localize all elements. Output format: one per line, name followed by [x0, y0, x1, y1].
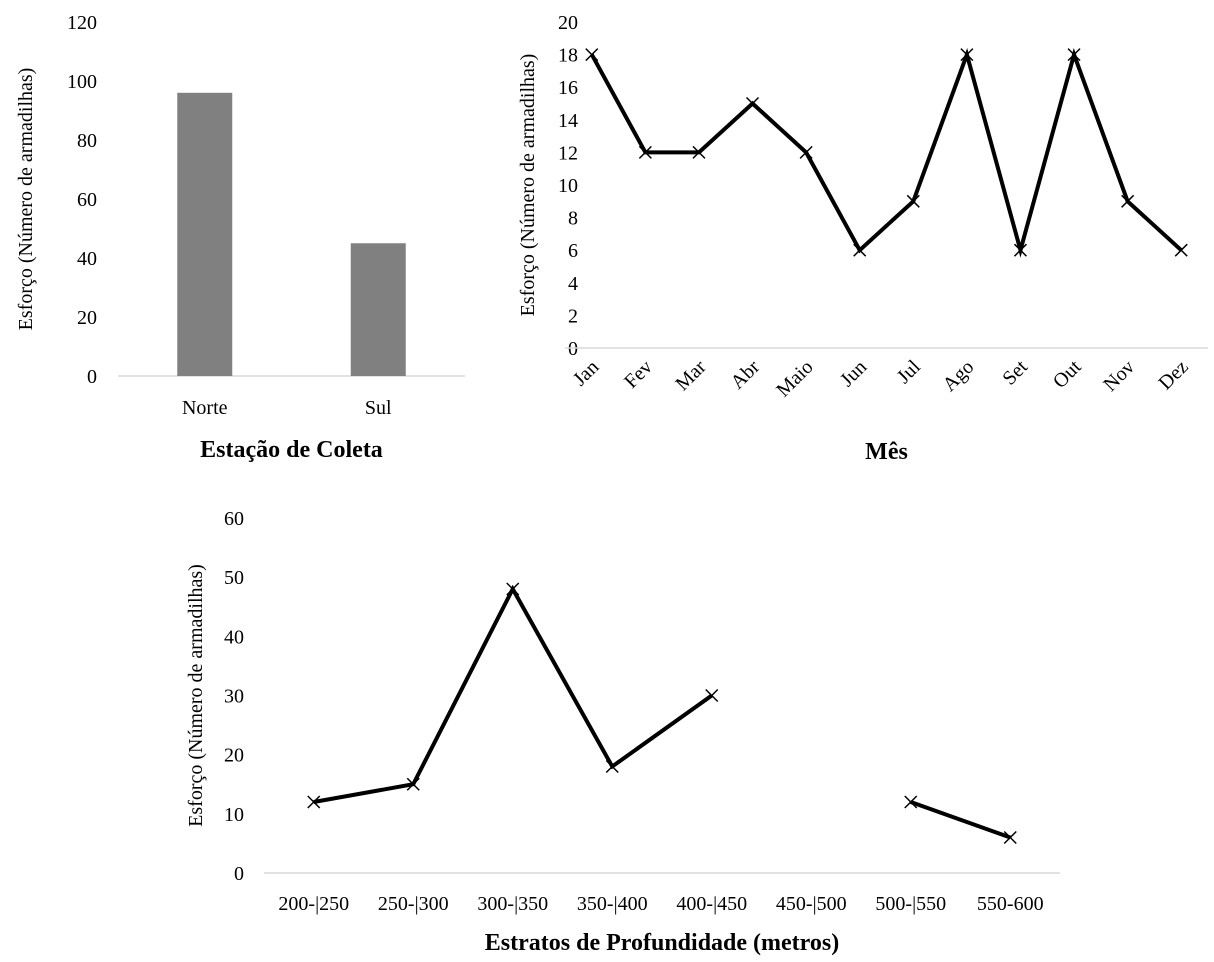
x-tick-label: 500-|550: [875, 893, 946, 915]
x-tick-label: Jan: [569, 356, 603, 390]
x-tick-label: Jun: [836, 356, 871, 391]
y-axis-title: Esforço (Número de armadilhas): [517, 54, 539, 317]
y-tick-label: 40: [77, 248, 97, 270]
y-tick-label: 0: [87, 366, 97, 388]
y-tick-label: 16: [558, 77, 578, 99]
x-tick-label: 350-|400: [577, 893, 648, 915]
y-tick-label: 12: [558, 142, 578, 164]
data-point-marker: [1003, 830, 1017, 845]
y-tick-label: 60: [224, 508, 244, 530]
x-tick-label: Sul: [365, 397, 392, 419]
y-tick-label: 0: [568, 338, 578, 360]
y-tick-label: 2: [568, 305, 578, 327]
x-tick-label: Out: [1049, 356, 1086, 393]
data-point-marker: [506, 582, 520, 596]
data-point-marker: [960, 48, 974, 62]
data-point-marker: [906, 194, 920, 208]
bar-norte: [177, 92, 233, 377]
x-tick-label: Ago: [938, 356, 978, 396]
y-tick-label: 0: [234, 863, 244, 885]
data-point-marker: [692, 145, 706, 159]
x-tick-label: 450-|500: [776, 893, 847, 915]
y-tick-label: 20: [224, 745, 244, 767]
y-tick-label: 40: [224, 626, 244, 648]
x-tick-label: 200-|250: [278, 893, 349, 915]
x-tick-label: Abr: [727, 356, 765, 394]
data-point-marker: [705, 688, 719, 703]
y-tick-label: 8: [568, 208, 578, 230]
y-tick-label: 120: [67, 12, 97, 34]
x-tick-label: Fev: [620, 356, 657, 393]
data-point-marker: [605, 759, 619, 774]
data-point-marker: [585, 48, 599, 62]
x-tick-label: Maio: [772, 356, 817, 401]
y-tick-label: 10: [558, 175, 578, 197]
y-tick-label: 50: [224, 567, 244, 589]
y-axis-title: Esforço (Número de armadilhas): [185, 564, 207, 827]
data-point-marker: [307, 795, 321, 809]
series-line: [590, 48, 1183, 258]
chart-bar-estacao: 0 20 40 60 80 100 120 Norte Sul Estação de Coleta…: [15, 12, 465, 463]
y-tick-label: 80: [77, 130, 97, 152]
data-point-marker: [1121, 194, 1135, 208]
data-point-marker: [904, 795, 918, 809]
y-tick-label: 20: [77, 307, 97, 329]
x-tick-label: 250-|300: [378, 893, 449, 915]
x-tick-label: Mar: [671, 356, 710, 395]
y-tick-label: 18: [558, 45, 578, 67]
series-line: [313, 584, 713, 804]
y-tick-label: 20: [558, 12, 578, 34]
data-point-marker: [1174, 243, 1188, 257]
chart-line-profundidade: 0 10 20 30 40 50 60 200-|250 250-|300 300-|350 350…: [185, 508, 1060, 956]
data-point-marker: [853, 243, 867, 257]
x-tick-label: Jul: [893, 356, 925, 388]
x-tick-label: 300-|350: [477, 893, 548, 915]
x-tick-label: Dez: [1154, 356, 1192, 394]
y-tick-label: 14: [558, 110, 578, 132]
y-tick-label: 4: [568, 273, 578, 295]
y-tick-label: 60: [77, 189, 97, 211]
chart-line-mes: 0 2 4 6 8 10 12 14 16 18 20 Jan Fev Mar Abr Maio Jun Jul A…: [517, 12, 1208, 465]
x-axis-title: Estratos de Profundidade (metros): [485, 930, 839, 956]
data-point-marker: [799, 145, 813, 159]
x-tick-label: 550-600: [977, 893, 1044, 915]
y-tick-label: 100: [67, 71, 97, 93]
x-tick-label: 400-|450: [676, 893, 747, 915]
data-point-marker: [746, 96, 760, 111]
series-line: [910, 800, 1011, 840]
y-axis-title: Esforço (Número de armadilhas): [15, 68, 37, 331]
data-point-marker: [406, 777, 420, 791]
x-axis-title: Mês: [865, 439, 908, 465]
x-tick-label: Set: [998, 356, 1032, 390]
bar-sul: [350, 243, 406, 376]
y-tick-label: 10: [224, 804, 244, 826]
x-tick-label: Nov: [1099, 356, 1139, 396]
data-point-marker: [638, 145, 652, 159]
y-tick-label: 30: [224, 686, 244, 708]
x-axis-title: Estação de Coleta: [200, 437, 383, 463]
x-tick-label: Norte: [182, 397, 228, 419]
data-point-marker: [1067, 48, 1081, 62]
y-tick-label: 6: [568, 240, 578, 262]
data-point-marker: [1013, 243, 1027, 257]
